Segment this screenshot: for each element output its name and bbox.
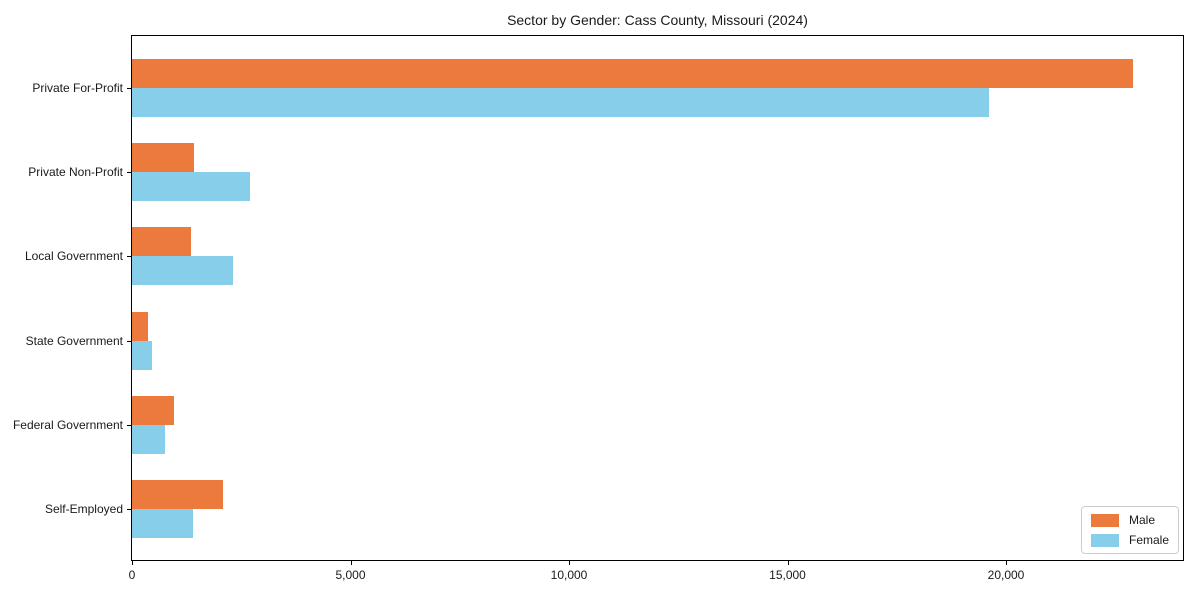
male-series-swatch (1090, 513, 1119, 527)
y-tick-label-3: State Government (25, 333, 123, 348)
legend: Male Female (1080, 506, 1179, 554)
female-series-swatch (1090, 533, 1119, 547)
y-tick-label-5: Self-Employed (44, 502, 123, 516)
bar-male-5 (132, 480, 223, 509)
y-tick-label-4: Federal Government (12, 417, 123, 432)
y-tick-mark-2 (127, 256, 131, 258)
x-tick-label-1: 5,000 (335, 568, 366, 582)
bar-male-2 (132, 227, 192, 257)
x-tick-mark-3 (787, 561, 789, 565)
y-tick-label-1: Private Non-Profit (28, 165, 123, 180)
x-tick-mark-4 (1006, 561, 1007, 565)
bar-female-0 (132, 88, 989, 117)
x-tick-mark-2 (569, 561, 570, 565)
bar-female-3 (132, 340, 153, 370)
y-tick-mark-5 (127, 509, 131, 510)
x-tick-mark-0 (132, 561, 133, 565)
x-tick-label-4: 20,000 (987, 568, 1025, 582)
bar-male-0 (132, 59, 1133, 88)
bar-female-2 (132, 256, 234, 286)
bar-female-4 (132, 424, 165, 454)
chart-title: Sector by Gender: Cass County, Missouri … (507, 12, 808, 28)
x-tick-label-0: 0 (128, 568, 136, 582)
plot-area: Male Female (131, 35, 1184, 561)
y-tick-mark-0 (127, 88, 131, 89)
bar-male-1 (132, 143, 194, 173)
x-tick-label-3: 15,000 (769, 568, 806, 582)
y-tick-label-0: Private For-Profit (32, 81, 123, 95)
bar-male-4 (132, 395, 175, 425)
bar-female-5 (132, 509, 193, 538)
legend-label-female: Female (1128, 533, 1169, 547)
y-tick-label-2: Local Government (24, 249, 123, 264)
y-tick-mark-3 (127, 340, 131, 342)
bar-male-3 (132, 311, 149, 341)
legend-item-male: Male (1090, 513, 1169, 527)
x-tick-mark-1 (350, 561, 352, 565)
legend-label-male: Male (1128, 513, 1155, 527)
x-tick-label-2: 10,000 (550, 568, 588, 582)
legend-item-female: Female (1090, 533, 1169, 547)
y-tick-mark-1 (127, 172, 131, 174)
y-tick-mark-4 (127, 424, 131, 426)
bar-female-1 (132, 172, 250, 202)
